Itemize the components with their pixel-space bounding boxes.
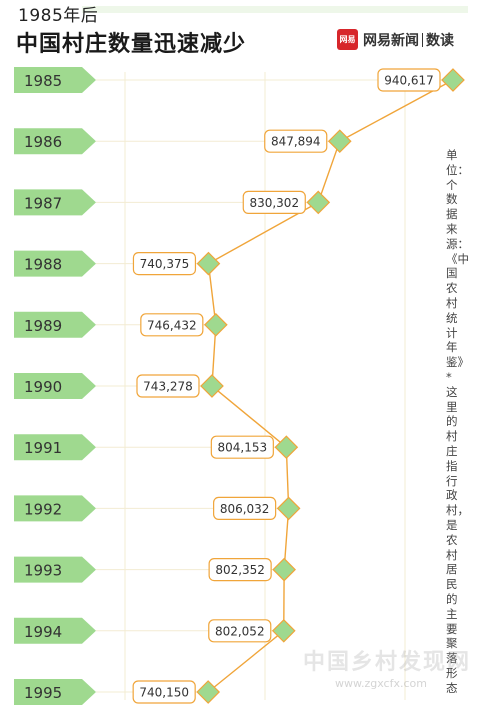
series-line — [207, 79, 454, 693]
value-label-box — [210, 435, 274, 459]
value-label: 740,150 — [139, 686, 189, 700]
year-label: 1985 — [24, 72, 62, 90]
year-banner — [14, 495, 96, 522]
data-point-marker — [272, 557, 296, 582]
value-label-box — [264, 129, 328, 153]
value-label-box — [208, 619, 272, 643]
data-point-marker — [327, 129, 352, 154]
year-banner — [14, 556, 96, 583]
year-banner — [14, 311, 96, 338]
year-banner — [14, 373, 96, 399]
year-label: 1995 — [24, 684, 62, 702]
value-label: 746,432 — [147, 318, 197, 332]
year-label: 1986 — [24, 133, 62, 151]
year-banner — [14, 128, 96, 155]
year-banner — [14, 679, 96, 705]
data-point-marker — [441, 68, 465, 92]
value-label-box — [213, 496, 277, 520]
brand: 网易 网易新闻 数读 — [337, 29, 454, 50]
year-label: 1991 — [24, 439, 62, 457]
value-label: 802,052 — [215, 624, 265, 638]
data-point-marker — [203, 312, 228, 337]
top-decoration-bar — [82, 6, 468, 13]
value-label: 802,352 — [215, 563, 265, 577]
chart-title: 中国村庄数量迅速减少 — [16, 32, 247, 57]
value-label: 830,302 — [249, 196, 299, 210]
year-banner — [14, 67, 96, 93]
value-label: 740,375 — [140, 257, 190, 271]
value-label-box — [140, 313, 204, 337]
data-point-marker — [306, 190, 331, 215]
year-label: 1987 — [24, 194, 62, 212]
value-label-box — [208, 557, 272, 582]
line-layer — [207, 79, 454, 693]
data-point-marker — [200, 374, 224, 398]
data-point-marker — [276, 496, 301, 521]
value-label: 743,278 — [143, 380, 193, 394]
marker-layer — [196, 68, 465, 704]
year-label: 1990 — [24, 378, 62, 396]
chart-subtitle: 1985年后 — [18, 6, 99, 26]
value-label-box — [377, 68, 441, 92]
year-label: 1989 — [24, 317, 62, 335]
year-banner — [14, 617, 96, 644]
value-label: 806,032 — [220, 502, 270, 516]
year-label: 1992 — [24, 500, 62, 518]
brand-sub: 数读 — [426, 32, 454, 49]
year-banner-layer: 1985 1986 1987 1988 1989 1990 1991 1992 1993 1994… — [14, 67, 96, 705]
data-point-marker — [271, 618, 296, 643]
value-label-box — [132, 252, 197, 276]
year-banner — [14, 250, 96, 277]
brand-separator — [422, 32, 423, 47]
watermark-url: www.zgxcfx.com — [335, 677, 427, 690]
data-point-marker — [274, 435, 299, 460]
brand-name: 网易新闻 — [363, 32, 419, 49]
value-label: 804,153 — [218, 441, 268, 455]
value-label-layer: 940,617 847,894 830,302 740,375 746,432 743,2… — [132, 68, 441, 704]
watermark: 中国乡村发现网 — [303, 650, 472, 675]
year-label: 1994 — [24, 623, 62, 641]
value-label-box — [132, 680, 196, 704]
data-point-marker — [196, 251, 221, 276]
data-point-marker — [196, 680, 221, 704]
year-label: 1988 — [24, 256, 62, 274]
year-banner — [14, 434, 96, 461]
year-banner — [14, 189, 96, 216]
value-label-box — [136, 374, 200, 398]
value-label: 847,894 — [271, 135, 321, 149]
year-label: 1993 — [24, 562, 62, 580]
value-label: 940,617 — [384, 74, 434, 88]
netease-logo-icon: 网易 — [337, 29, 358, 50]
side-note: 单位：个 数据来源：《中国农村统计年鉴》 *这里的村庄指行政村，是农村居民的主要… — [446, 148, 475, 695]
value-label-box — [242, 190, 306, 214]
